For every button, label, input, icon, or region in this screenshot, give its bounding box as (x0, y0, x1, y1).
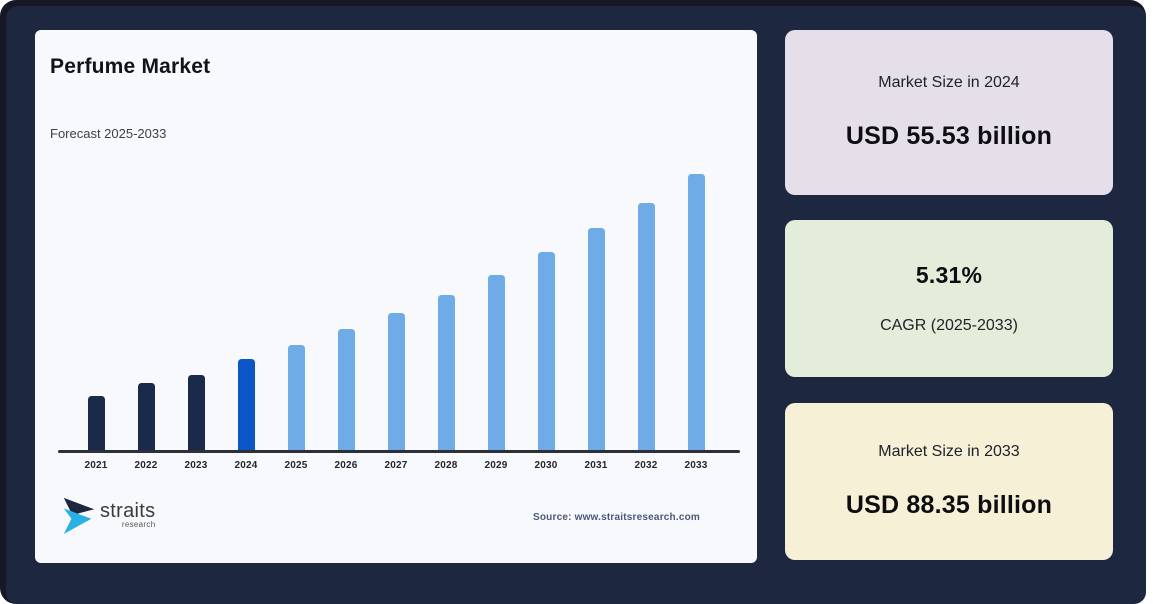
bar-2023 (187, 375, 205, 450)
stat-card-market-size-2033: Market Size in 2033 USD 88.35 billion (785, 403, 1113, 560)
stat-card-label: CAGR (2025-2033) (880, 317, 1018, 334)
x-axis-label-2024: 2024 (234, 460, 258, 471)
bar-2021 (87, 396, 105, 450)
x-axis-label-2021: 2021 (84, 460, 108, 471)
logo-subname: research (121, 520, 156, 529)
source-attribution: Source: www.straitsresearch.com (532, 512, 700, 523)
bar-2027 (387, 313, 405, 450)
stat-card-value: USD 88.35 billion (845, 491, 1053, 519)
x-axis-label-2030: 2030 (534, 460, 558, 471)
x-axis-label-2022: 2022 (134, 460, 158, 471)
logo-name: straits (100, 500, 156, 522)
x-axis-label-2033: 2033 (684, 460, 708, 471)
bar-2028 (437, 295, 455, 450)
stat-card-cagr: 5.31% CAGR (2025-2033) (785, 220, 1113, 377)
page-title: Perfume Market (50, 55, 211, 78)
x-axis-line (58, 450, 740, 453)
bar-2030 (537, 252, 555, 450)
stat-cards-column: Market Size in 2024 USD 55.53 billion 5.… (785, 30, 1113, 560)
bar-2033 (687, 174, 705, 450)
bar-2026 (337, 329, 355, 450)
bar-chart: 2021 2022 2023 2024 2025 2026 2027 2028 2029 2030… (58, 30, 740, 478)
x-axis-label-2026: 2026 (334, 460, 358, 471)
bar-2024 (237, 359, 255, 450)
stat-card-value: USD 55.53 billion (845, 122, 1053, 150)
bar-2032 (637, 203, 655, 450)
x-axis-label-2029: 2029 (484, 460, 508, 471)
chart-subtitle: Forecast 2025-2033 (50, 126, 167, 141)
x-axis-label-2025: 2025 (284, 460, 308, 471)
bar-2022 (137, 383, 155, 450)
stat-card-label: Market Size in 2024 (878, 74, 1020, 91)
x-axis-label-2031: 2031 (584, 460, 608, 471)
bar-2029 (487, 275, 505, 450)
chart-card: Perfume Market Forecast 2025-2033 2021 20… (35, 30, 757, 563)
straits-logo-icon (63, 497, 95, 534)
logo-text: straits research (100, 501, 155, 529)
infographic-panel: Perfume Market Forecast 2025-2033 2021 20… (6, 6, 1146, 604)
x-axis-label-2027: 2027 (384, 460, 408, 471)
x-axis-label-2032: 2032 (634, 460, 658, 471)
x-axis-label-2028: 2028 (434, 460, 458, 471)
stat-card-value: 5.31% (915, 262, 983, 288)
bar-2025 (287, 345, 305, 450)
straits-research-logo: straits research (60, 494, 155, 536)
stat-card-label: Market Size in 2033 (878, 443, 1020, 460)
x-axis-label-2023: 2023 (184, 460, 208, 471)
stat-card-market-size-2024: Market Size in 2024 USD 55.53 billion (785, 30, 1113, 195)
bar-2031 (587, 228, 605, 450)
